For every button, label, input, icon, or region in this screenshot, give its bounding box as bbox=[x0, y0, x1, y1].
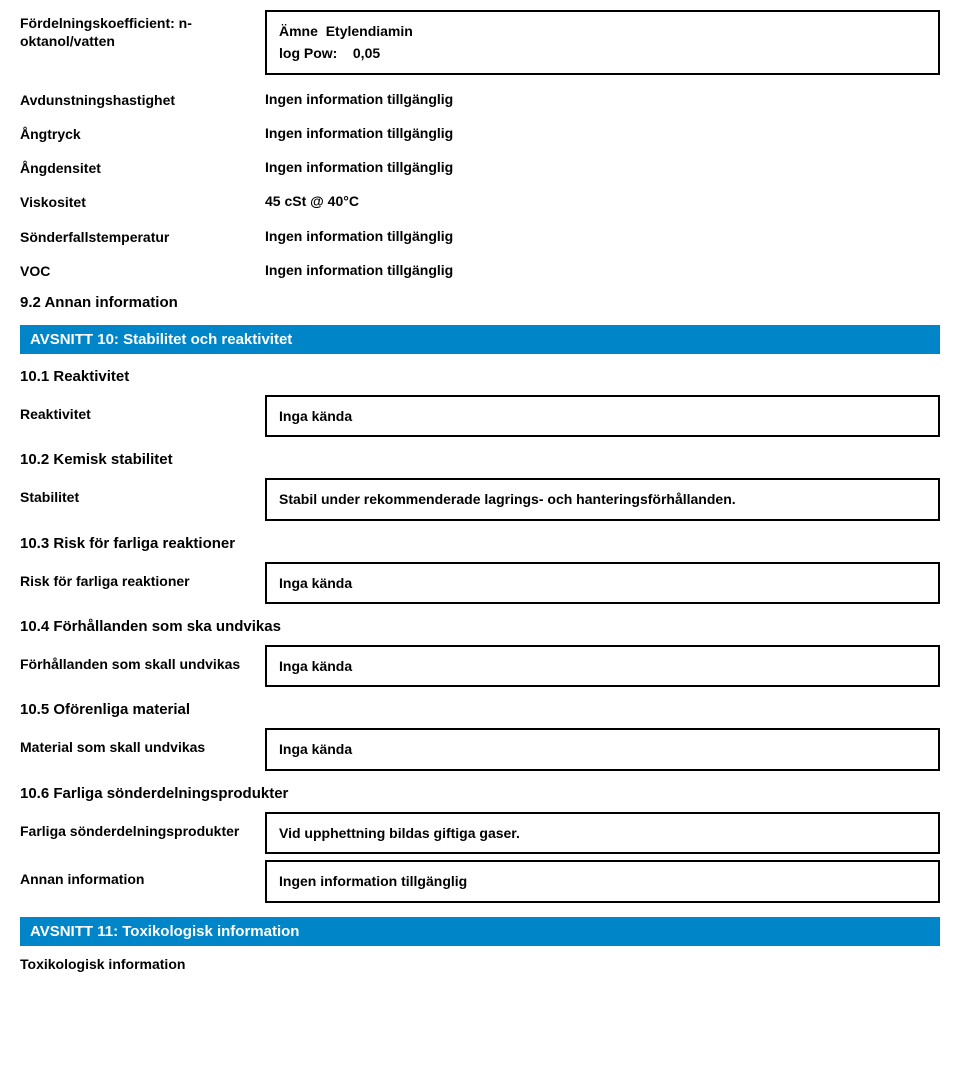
value-other-info: Ingen information tillgänglig bbox=[265, 860, 940, 902]
value-partition-box: Ämne Etylendiamin log Pow: 0,05 bbox=[265, 10, 940, 75]
row-conditions-avoid: Förhållanden som skall undvikas Inga kän… bbox=[20, 645, 940, 687]
row-reactivity: Reaktivitet Inga kända bbox=[20, 395, 940, 437]
label-evaporation: Avdunstningshastighet bbox=[20, 81, 265, 109]
row-partition-coefficient: Fördelningskoefficient: n-oktanol/vatten… bbox=[20, 10, 940, 75]
heading-10-2: 10.2 Kemisk stabilitet bbox=[20, 451, 940, 468]
label-stability: Stabilitet bbox=[20, 478, 265, 506]
heading-10-6: 10.6 Farliga sönderdelningsprodukter bbox=[20, 785, 940, 802]
heading-9-2: 9.2 Annan information bbox=[20, 294, 940, 311]
heading-10-5: 10.5 Oförenliga material bbox=[20, 701, 940, 718]
label-conditions-avoid: Förhållanden som skall undvikas bbox=[20, 645, 265, 673]
value-stability: Stabil under rekommenderade lagrings- oc… bbox=[265, 478, 940, 520]
heading-tox-info: Toxikologisk information bbox=[20, 956, 940, 972]
value-hazardous-reactions: Inga kända bbox=[265, 562, 940, 604]
substance-box: Ämne Etylendiamin log Pow: 0,05 bbox=[265, 10, 940, 75]
value-materials-avoid: Inga kända bbox=[265, 728, 940, 770]
label-hazardous-reactions: Risk för farliga reaktioner bbox=[20, 562, 265, 590]
heading-10-3: 10.3 Risk för farliga reaktioner bbox=[20, 535, 940, 552]
row-stability: Stabilitet Stabil under rekommenderade l… bbox=[20, 478, 940, 520]
value-decomp-products: Vid upphettning bildas giftiga gaser. bbox=[265, 812, 940, 854]
label-vapour-density: Ångdensitet bbox=[20, 149, 265, 177]
row-hazardous-reactions: Risk för farliga reaktioner Inga kända bbox=[20, 562, 940, 604]
row-voc: VOC Ingen information tillgänglig bbox=[20, 252, 940, 280]
section-bar-11: AVSNITT 11: Toxikologisk information bbox=[20, 917, 940, 946]
label-vapour-pressure: Ångtryck bbox=[20, 115, 265, 143]
row-viscosity: Viskositet 45 cSt @ 40°C bbox=[20, 183, 940, 211]
heading-10-1: 10.1 Reaktivitet bbox=[20, 368, 940, 385]
label-other-info: Annan information bbox=[20, 860, 265, 888]
section-bar-10: AVSNITT 10: Stabilitet och reaktivitet bbox=[20, 325, 940, 354]
row-vapour-pressure: Ångtryck Ingen information tillgänglig bbox=[20, 115, 940, 143]
row-decomp-products: Farliga sönderdelningsprodukter Vid upph… bbox=[20, 812, 940, 854]
substance-name: Etylendiamin bbox=[326, 23, 413, 39]
label-partition: Fördelningskoefficient: n-oktanol/vatten bbox=[20, 10, 265, 50]
value-conditions-avoid: Inga kända bbox=[265, 645, 940, 687]
label-voc: VOC bbox=[20, 252, 265, 280]
logpow-value: 0,05 bbox=[353, 45, 380, 61]
value-voc: Ingen information tillgänglig bbox=[265, 252, 940, 278]
value-viscosity: 45 cSt @ 40°C bbox=[265, 183, 940, 209]
label-materials-avoid: Material som skall undvikas bbox=[20, 728, 265, 756]
row-other-info: Annan information Ingen information till… bbox=[20, 860, 940, 902]
substance-label: Ämne bbox=[279, 23, 318, 39]
value-evaporation: Ingen information tillgänglig bbox=[265, 81, 940, 107]
value-decomposition-temp: Ingen information tillgänglig bbox=[265, 218, 940, 244]
label-decomposition-temp: Sönderfallstemperatur bbox=[20, 218, 265, 246]
label-reactivity: Reaktivitet bbox=[20, 395, 265, 423]
logpow-label: log Pow: bbox=[279, 45, 337, 61]
value-vapour-pressure: Ingen information tillgänglig bbox=[265, 115, 940, 141]
value-vapour-density: Ingen information tillgänglig bbox=[265, 149, 940, 175]
label-viscosity: Viskositet bbox=[20, 183, 265, 211]
value-reactivity: Inga kända bbox=[265, 395, 940, 437]
row-vapour-density: Ångdensitet Ingen information tillgängli… bbox=[20, 149, 940, 177]
row-materials-avoid: Material som skall undvikas Inga kända bbox=[20, 728, 940, 770]
heading-10-4: 10.4 Förhållanden som ska undvikas bbox=[20, 618, 940, 635]
row-evaporation: Avdunstningshastighet Ingen information … bbox=[20, 81, 940, 109]
row-decomposition-temp: Sönderfallstemperatur Ingen information … bbox=[20, 218, 940, 246]
label-decomp-products: Farliga sönderdelningsprodukter bbox=[20, 812, 265, 840]
